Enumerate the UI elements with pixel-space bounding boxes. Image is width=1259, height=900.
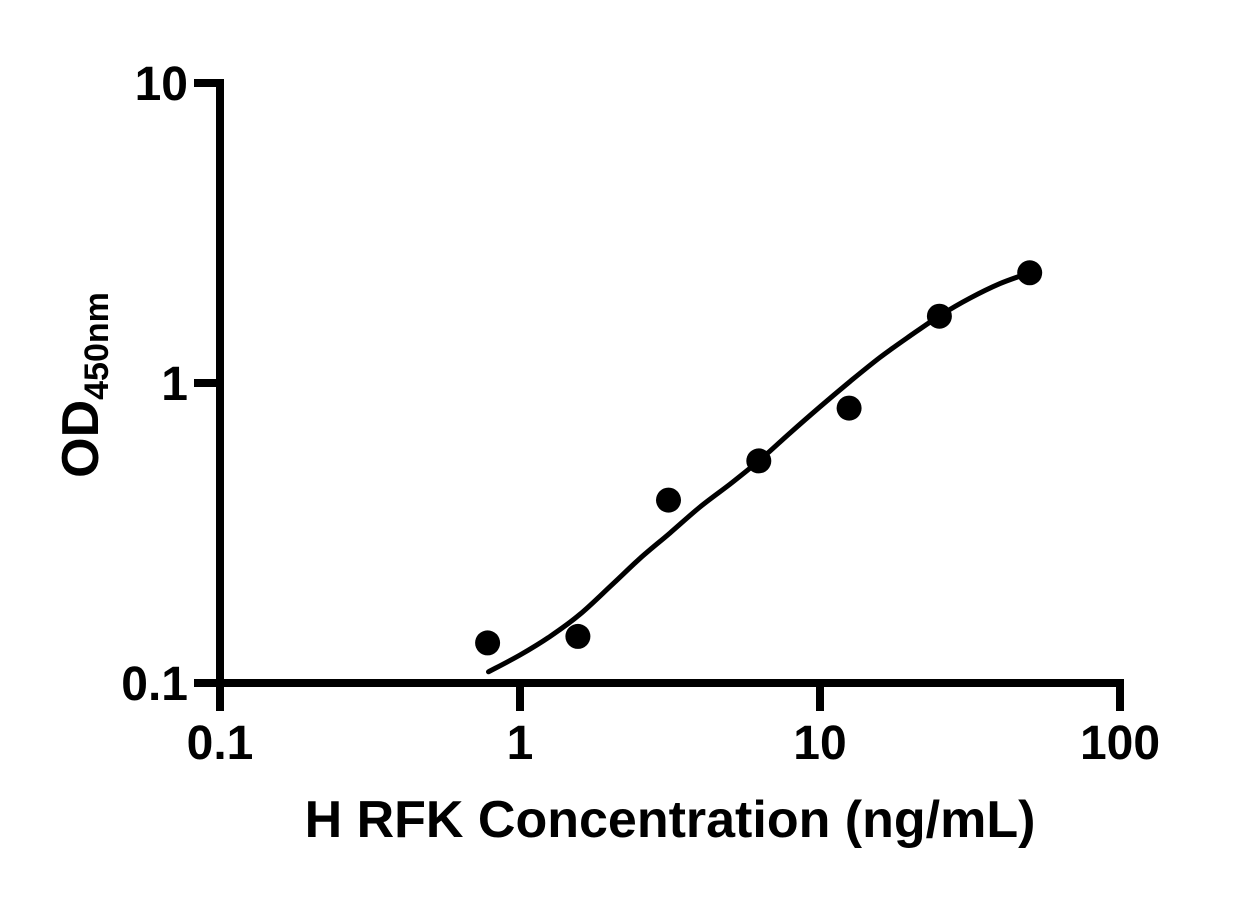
- data-point-marker: [565, 623, 591, 649]
- axes: [216, 79, 1124, 687]
- tick-labels: 0.1 1 10 0.1 1 10 100: [121, 58, 1160, 770]
- data-point-marker: [836, 395, 862, 421]
- axis-ticks: [194, 79, 1124, 711]
- y-tick-label: 10: [135, 58, 188, 111]
- y-tick-label: 0.1: [121, 658, 188, 711]
- x-tick-label: 100: [1080, 717, 1160, 770]
- data-points: [475, 260, 1043, 656]
- x-axis-title: H RFK Concentration (ng/mL): [305, 791, 1036, 849]
- y-axis-title-subscript: 450nm: [78, 292, 116, 400]
- x-tick-label: 0.1: [187, 717, 254, 770]
- data-point-marker: [656, 487, 681, 513]
- data-point-marker: [1017, 260, 1043, 286]
- x-tick-label: 1: [507, 717, 534, 770]
- y-axis-title: OD450nm: [52, 292, 116, 478]
- y-axis-title-main: OD: [52, 400, 110, 478]
- y-tick-label: 1: [161, 358, 188, 411]
- data-point-marker: [926, 303, 952, 329]
- data-point-marker: [475, 630, 501, 656]
- x-tick-label: 10: [793, 717, 846, 770]
- data-point-marker: [746, 448, 772, 474]
